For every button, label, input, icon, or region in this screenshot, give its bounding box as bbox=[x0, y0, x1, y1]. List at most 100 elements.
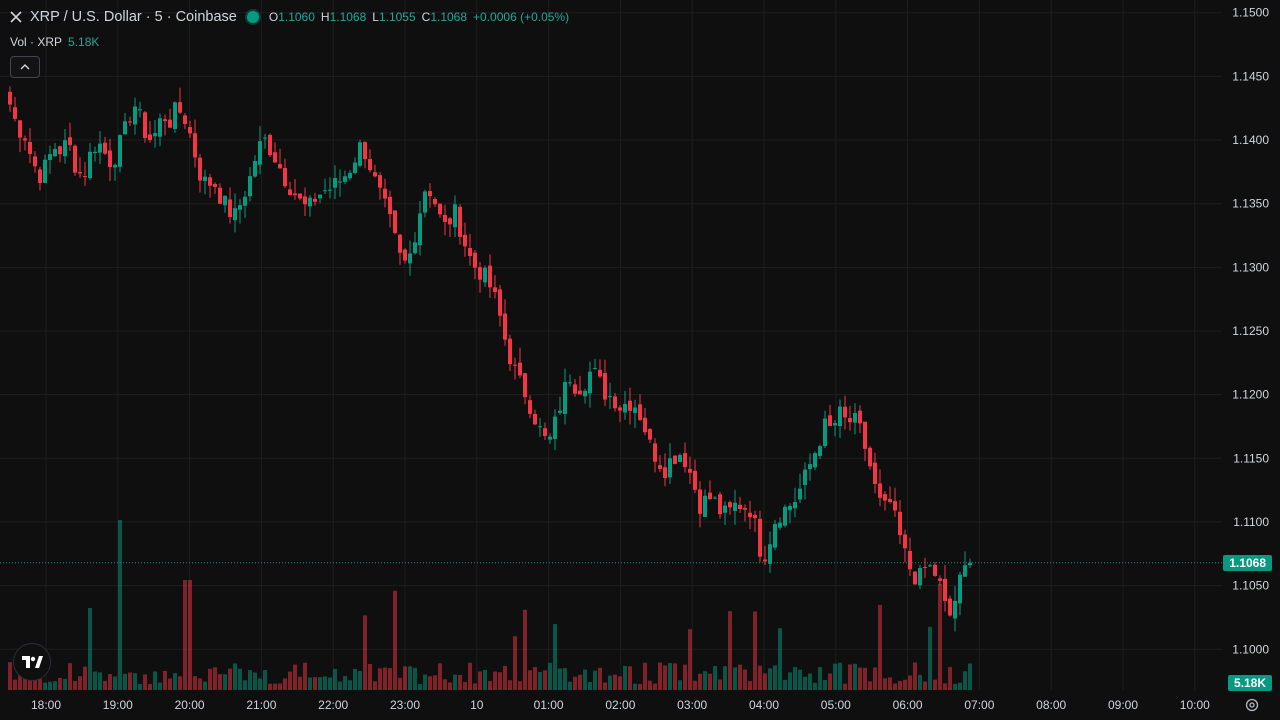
candle-body[interactable] bbox=[153, 133, 157, 137]
candle-body[interactable] bbox=[768, 544, 772, 564]
candle-body[interactable] bbox=[278, 164, 282, 169]
candle-body[interactable] bbox=[673, 455, 677, 464]
candle-body[interactable] bbox=[398, 234, 402, 253]
candle-body[interactable] bbox=[543, 428, 547, 436]
candle-body[interactable] bbox=[178, 102, 182, 113]
candle-body[interactable] bbox=[468, 248, 472, 257]
candle-body[interactable] bbox=[133, 106, 137, 125]
candle-body[interactable] bbox=[493, 287, 497, 292]
candle-body[interactable] bbox=[653, 443, 657, 462]
candle-body[interactable] bbox=[323, 190, 327, 192]
candle-body[interactable] bbox=[908, 550, 912, 570]
candle-body[interactable] bbox=[283, 167, 287, 187]
candle-body[interactable] bbox=[43, 159, 47, 183]
candle-body[interactable] bbox=[448, 218, 452, 225]
candle-body[interactable] bbox=[783, 506, 787, 526]
candle-body[interactable] bbox=[213, 183, 217, 187]
candle-body[interactable] bbox=[803, 469, 807, 485]
candle-body[interactable] bbox=[173, 102, 177, 129]
candle-body[interactable] bbox=[423, 191, 427, 213]
candle-body[interactable] bbox=[123, 121, 127, 135]
candle-body[interactable] bbox=[93, 151, 97, 154]
candle-body[interactable] bbox=[583, 390, 587, 397]
candle-body[interactable] bbox=[748, 512, 752, 518]
candle-body[interactable] bbox=[763, 559, 767, 562]
candle-body[interactable] bbox=[393, 210, 397, 233]
candle-body[interactable] bbox=[823, 418, 827, 447]
candle-body[interactable] bbox=[898, 511, 902, 536]
candle-body[interactable] bbox=[28, 141, 32, 154]
candle-body[interactable] bbox=[528, 400, 532, 414]
candle-body[interactable] bbox=[508, 338, 512, 365]
candle-body[interactable] bbox=[963, 565, 967, 577]
candle-body[interactable] bbox=[148, 134, 152, 141]
candle-body[interactable] bbox=[813, 453, 817, 468]
candle-body[interactable] bbox=[218, 187, 222, 204]
candle-body[interactable] bbox=[948, 598, 952, 616]
candle-body[interactable] bbox=[68, 137, 72, 146]
candle-body[interactable] bbox=[58, 146, 62, 155]
candle-body[interactable] bbox=[773, 524, 777, 548]
candle-body[interactable] bbox=[828, 415, 832, 427]
candle-body[interactable] bbox=[383, 188, 387, 199]
candle-body[interactable] bbox=[478, 267, 482, 280]
candle-body[interactable] bbox=[103, 142, 107, 154]
candle-body[interactable] bbox=[258, 141, 262, 165]
symbol-title[interactable]: XRP / U.S. Dollar · 5 · Coinbase bbox=[30, 9, 237, 25]
candle-body[interactable] bbox=[308, 197, 312, 207]
candle-body[interactable] bbox=[723, 505, 727, 513]
candle-body[interactable] bbox=[623, 404, 627, 413]
candle-body[interactable] bbox=[403, 249, 407, 261]
candle-body[interactable] bbox=[733, 502, 737, 512]
candle-body[interactable] bbox=[858, 410, 862, 424]
candle-body[interactable] bbox=[933, 564, 937, 576]
candle-body[interactable] bbox=[573, 384, 577, 394]
candle-body[interactable] bbox=[53, 148, 57, 157]
candle-body[interactable] bbox=[958, 574, 962, 604]
candle-body[interactable] bbox=[233, 208, 237, 221]
candle-body[interactable] bbox=[373, 172, 377, 177]
candle-body[interactable] bbox=[868, 447, 872, 467]
candle-body[interactable] bbox=[253, 160, 257, 177]
candle-body[interactable] bbox=[753, 514, 757, 519]
time-axis[interactable]: 18:00 19:00 20:00 21:00 22:00 23:00 10 01:00 02:… bbox=[31, 698, 1210, 712]
candle-body[interactable] bbox=[913, 571, 917, 585]
collapse-legend-button[interactable] bbox=[10, 56, 40, 78]
candle-body[interactable] bbox=[238, 205, 242, 210]
candle-body[interactable] bbox=[163, 119, 167, 122]
candle-body[interactable] bbox=[818, 446, 822, 456]
candle-body[interactable] bbox=[338, 181, 342, 183]
candle-body[interactable] bbox=[658, 465, 662, 469]
candle-body[interactable] bbox=[368, 159, 372, 171]
candle-body[interactable] bbox=[938, 578, 942, 581]
candlesticks[interactable] bbox=[8, 86, 972, 632]
candle-body[interactable] bbox=[618, 407, 622, 411]
candle-body[interactable] bbox=[203, 176, 207, 182]
candle-body[interactable] bbox=[758, 518, 762, 557]
candle-body[interactable] bbox=[18, 120, 22, 138]
candle-body[interactable] bbox=[248, 176, 252, 197]
candle-body[interactable] bbox=[313, 198, 317, 202]
candle-body[interactable] bbox=[518, 362, 522, 376]
candle-body[interactable] bbox=[728, 502, 732, 508]
candle-body[interactable] bbox=[158, 118, 162, 137]
candle-body[interactable] bbox=[438, 203, 442, 215]
candle-body[interactable] bbox=[143, 112, 147, 139]
candle-body[interactable] bbox=[853, 412, 857, 423]
volume-legend[interactable]: Vol · XRP 5.18K bbox=[10, 35, 99, 49]
candle-body[interactable] bbox=[388, 196, 392, 215]
candle-body[interactable] bbox=[8, 91, 12, 105]
candle-body[interactable] bbox=[523, 373, 527, 398]
candle-body[interactable] bbox=[833, 423, 837, 426]
candle-body[interactable] bbox=[838, 406, 842, 427]
candle-body[interactable] bbox=[593, 368, 597, 370]
candle-body[interactable] bbox=[793, 502, 797, 509]
gear-icon[interactable] bbox=[1244, 697, 1260, 713]
candle-body[interactable] bbox=[23, 138, 27, 141]
candle-body[interactable] bbox=[878, 483, 882, 498]
candle-body[interactable] bbox=[513, 364, 517, 366]
candle-body[interactable] bbox=[88, 151, 92, 179]
candle-body[interactable] bbox=[358, 142, 362, 166]
candle-body[interactable] bbox=[663, 467, 667, 479]
